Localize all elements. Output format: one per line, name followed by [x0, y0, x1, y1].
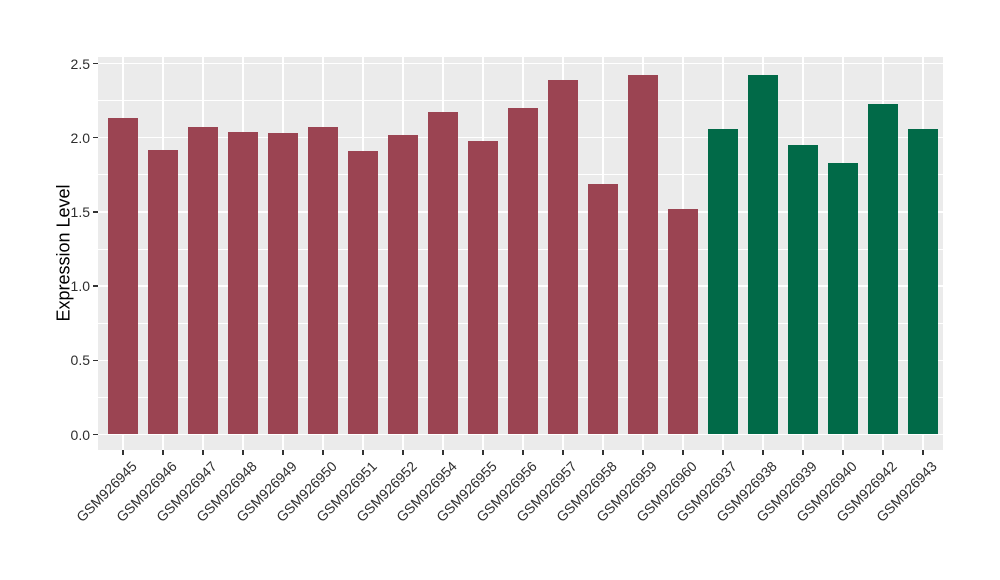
bar-GSM926943 — [908, 128, 938, 435]
x-tick-mark — [922, 450, 924, 455]
y-tick-mark — [93, 62, 98, 65]
bar-GSM926955 — [468, 140, 498, 435]
x-tick-mark — [562, 450, 564, 455]
bar-GSM926959 — [628, 75, 658, 435]
x-tick-mark — [682, 450, 684, 455]
x-tick-mark — [362, 450, 364, 455]
bar-GSM926937 — [708, 128, 738, 435]
bar-GSM926957 — [548, 79, 578, 435]
bar-GSM926949 — [268, 133, 298, 435]
bar-GSM926956 — [508, 108, 538, 435]
x-tick-mark — [482, 450, 484, 455]
x-tick-mark — [402, 450, 404, 455]
y-tick-mark — [93, 433, 98, 436]
x-tick-mark — [882, 450, 884, 455]
bar-GSM926938 — [748, 75, 778, 435]
y-tick-label: 0.0 — [70, 426, 90, 443]
x-tick-mark — [322, 450, 324, 455]
x-tick-mark — [242, 450, 244, 455]
y-tick-label: 0.5 — [70, 352, 90, 369]
y-tick-mark — [93, 285, 98, 287]
bar-GSM926948 — [228, 131, 258, 435]
x-tick-mark — [162, 450, 164, 455]
bar-GSM926947 — [188, 127, 218, 435]
x-tick-mark — [802, 450, 804, 455]
minor-gridline — [98, 100, 943, 102]
bar-GSM926954 — [428, 112, 458, 435]
x-tick-mark — [762, 450, 764, 455]
x-tick-mark — [442, 450, 444, 455]
y-tick-label: 1.0 — [70, 278, 90, 295]
x-tick-mark — [722, 450, 724, 455]
bar-GSM926958 — [588, 183, 618, 435]
major-gridline — [98, 433, 943, 436]
y-tick-mark — [93, 359, 98, 361]
bar-GSM926942 — [868, 103, 898, 435]
plot-panel — [98, 57, 943, 450]
bar-GSM926940 — [828, 162, 858, 435]
y-tick-label: 2.0 — [70, 129, 90, 146]
x-tick-mark — [842, 450, 844, 455]
x-tick-mark — [522, 450, 524, 455]
x-tick-mark — [642, 450, 644, 455]
x-tick-mark — [602, 450, 604, 455]
bar-GSM926945 — [108, 118, 138, 435]
bar-GSM926951 — [348, 151, 378, 435]
major-gridline — [98, 62, 943, 65]
y-tick-mark — [93, 211, 98, 213]
bar-GSM926952 — [388, 134, 418, 435]
bar-GSM926950 — [308, 127, 338, 435]
bar-GSM926939 — [788, 145, 818, 435]
x-tick-mark — [122, 450, 124, 455]
bar-GSM926960 — [668, 208, 698, 435]
x-tick-mark — [202, 450, 204, 455]
y-tick-mark — [93, 137, 98, 139]
x-tick-mark — [282, 450, 284, 455]
y-tick-label: 2.5 — [70, 55, 90, 72]
bar-GSM926946 — [148, 149, 178, 435]
y-tick-label: 1.5 — [70, 203, 90, 220]
